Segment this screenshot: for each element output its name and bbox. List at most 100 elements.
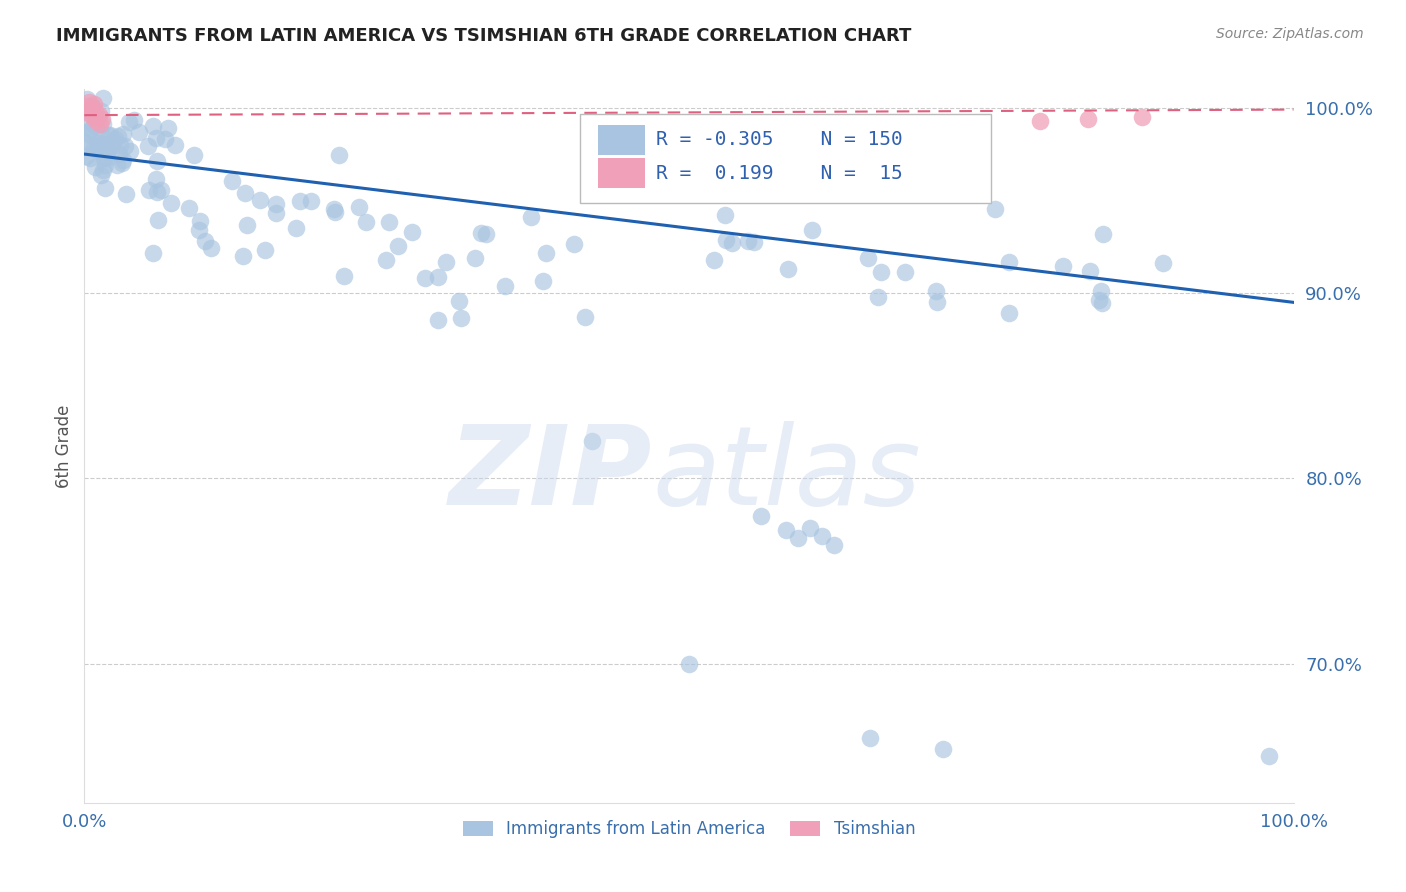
Point <box>145 131 167 145</box>
Point <box>77 114 100 128</box>
Text: ZIP: ZIP <box>449 421 652 528</box>
Point <box>236 218 259 232</box>
Point <box>155 132 177 146</box>
Point <box>76 99 98 113</box>
Point <box>264 197 287 211</box>
Point <box>413 271 436 285</box>
Point <box>79 103 101 117</box>
Point <box>91 137 114 152</box>
Point <box>375 252 398 267</box>
Point <box>775 524 797 538</box>
Point <box>401 225 423 239</box>
Point <box>94 158 117 172</box>
Point <box>105 158 128 172</box>
Point <box>387 238 409 252</box>
Point <box>464 252 486 266</box>
Point <box>111 156 134 170</box>
Point <box>82 110 104 124</box>
Point <box>520 211 543 225</box>
Point <box>581 434 603 449</box>
Point <box>823 538 845 552</box>
Point <box>925 285 948 299</box>
Point <box>117 115 139 129</box>
Point <box>859 731 882 745</box>
Point <box>89 117 111 131</box>
Point <box>98 128 121 143</box>
FancyBboxPatch shape <box>599 125 645 155</box>
Point <box>470 226 492 240</box>
Point <box>97 128 120 142</box>
Point <box>93 151 115 165</box>
Point <box>77 95 100 110</box>
Point <box>799 521 821 535</box>
Point <box>447 293 470 308</box>
Point <box>1028 113 1050 128</box>
Point <box>80 122 103 136</box>
Point <box>531 273 554 287</box>
Point <box>742 235 765 249</box>
Point <box>94 180 117 194</box>
Point <box>1092 227 1115 241</box>
Point <box>221 174 243 188</box>
Point <box>927 294 949 309</box>
Point <box>146 186 169 200</box>
Point <box>83 141 105 155</box>
Point <box>1087 293 1109 307</box>
Point <box>79 151 101 165</box>
Point <box>80 101 103 115</box>
Point <box>776 261 799 276</box>
Point <box>354 215 377 229</box>
Point <box>1132 110 1154 124</box>
Point <box>156 121 179 136</box>
Point <box>870 265 893 279</box>
Y-axis label: 6th Grade: 6th Grade <box>55 404 73 488</box>
Point <box>1077 112 1099 126</box>
Point <box>86 113 108 128</box>
Point <box>703 252 725 267</box>
Point <box>1080 264 1102 278</box>
Point <box>932 742 955 756</box>
Point <box>90 169 112 183</box>
Point <box>115 187 138 202</box>
Point <box>378 215 401 229</box>
Point <box>299 194 322 208</box>
Point <box>91 112 114 126</box>
Point <box>193 235 215 249</box>
Point <box>142 119 165 133</box>
Point <box>434 254 457 268</box>
Legend: Immigrants from Latin America, Tsimshian: Immigrants from Latin America, Tsimshian <box>456 814 922 845</box>
Point <box>87 144 110 158</box>
Point <box>73 125 96 139</box>
Point <box>91 91 114 105</box>
Point <box>77 106 100 120</box>
Point <box>75 135 97 149</box>
Point <box>716 184 738 198</box>
FancyBboxPatch shape <box>599 159 645 188</box>
Text: R = -0.305    N = 150: R = -0.305 N = 150 <box>657 130 903 149</box>
Point <box>90 139 112 153</box>
Point <box>97 145 120 159</box>
Point <box>786 531 808 545</box>
Point <box>1090 285 1112 299</box>
Point <box>562 236 585 251</box>
Point <box>146 212 169 227</box>
Point <box>751 508 773 523</box>
Point <box>83 118 105 132</box>
Point <box>90 104 112 119</box>
Point <box>328 148 350 162</box>
Point <box>82 99 104 113</box>
Point <box>87 136 110 151</box>
Text: R =  0.199    N =  15: R = 0.199 N = 15 <box>657 164 903 183</box>
Point <box>1152 256 1174 270</box>
Point <box>142 246 165 260</box>
Point <box>107 146 129 161</box>
Point <box>253 243 276 257</box>
Point <box>87 108 110 122</box>
Point <box>112 153 135 168</box>
Point <box>426 270 449 285</box>
Point <box>188 213 211 227</box>
Point <box>494 279 516 293</box>
Point <box>101 139 124 153</box>
Point <box>96 145 118 160</box>
FancyBboxPatch shape <box>581 114 991 203</box>
